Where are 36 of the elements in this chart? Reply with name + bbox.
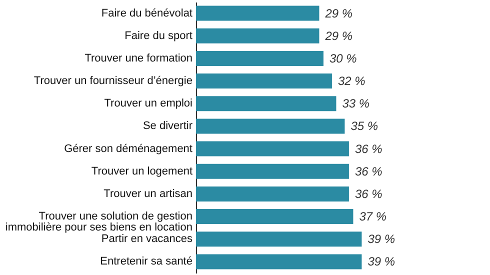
bar bbox=[196, 96, 336, 112]
data-label: 39 % bbox=[368, 254, 396, 269]
bar bbox=[196, 164, 349, 179]
y-tick-label: Trouver une solution de gestion immobilière pour ses biens en location bbox=[5, 210, 192, 234]
bar bbox=[196, 6, 320, 21]
y-tick-label: Faire du bénévolat bbox=[101, 7, 192, 20]
bar bbox=[196, 232, 362, 247]
data-label: 35 % bbox=[350, 119, 378, 134]
data-label: 36 % bbox=[354, 164, 383, 178]
y-tick-label: Trouver une formation bbox=[84, 52, 192, 64]
y-tick-label: Trouver un emploi bbox=[104, 98, 192, 110]
bar bbox=[196, 50, 324, 66]
y-tick-label: Se divertir bbox=[142, 120, 193, 132]
data-label: 29 % bbox=[324, 28, 353, 43]
data-label: 32 % bbox=[338, 74, 366, 88]
data-label: 39 % bbox=[368, 232, 396, 246]
data-label: 33 % bbox=[342, 96, 370, 111]
bar bbox=[196, 28, 320, 44]
y-tick-label: Trouver un artisan bbox=[104, 188, 192, 200]
bar bbox=[196, 254, 362, 270]
bar bbox=[196, 141, 349, 156]
bar bbox=[196, 74, 332, 89]
y-tick-label: Partir en vacances bbox=[101, 233, 193, 246]
bar bbox=[196, 186, 349, 202]
data-label: 36 % bbox=[354, 142, 383, 156]
data-label: 30 % bbox=[329, 51, 358, 66]
y-tick-label: Trouver un logement bbox=[91, 165, 192, 178]
bar bbox=[196, 118, 345, 134]
data-label: 29 % bbox=[324, 6, 353, 20]
y-tick-label: Faire du sport bbox=[124, 30, 192, 42]
y-tick-label: Gérer son déménagement bbox=[64, 142, 192, 155]
y-tick-label: Entretenir sa santé bbox=[100, 256, 192, 268]
bar bbox=[196, 209, 354, 224]
data-label: 37 % bbox=[359, 210, 387, 224]
y-tick-label: Trouver un fournisseur d’énergie bbox=[34, 75, 192, 88]
data-label: 36 % bbox=[354, 186, 383, 201]
